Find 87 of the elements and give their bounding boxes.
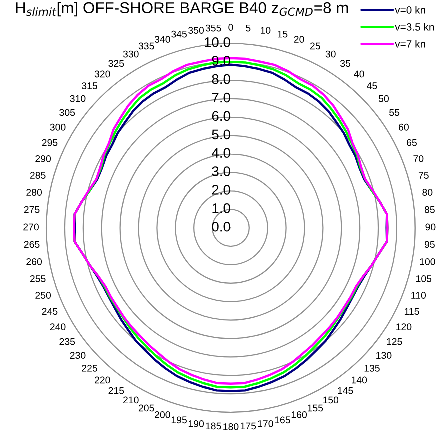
spoke-label: 75 (418, 172, 429, 179)
spoke-label: 175 (241, 422, 256, 430)
spoke-label: 165 (275, 416, 290, 424)
spoke-label: 80 (422, 189, 433, 196)
spoke-label: 25 (310, 42, 320, 50)
y-tick-label: 1.0 (212, 204, 230, 214)
spoke-label: 315 (82, 82, 98, 90)
spoke-label: 50 (378, 95, 389, 102)
spoke-label: 5 (246, 24, 251, 32)
spoke-label: 255 (30, 275, 46, 282)
y-tick-label: 2.0 (212, 185, 230, 195)
spoke-label: 30 (326, 50, 336, 58)
legend-label: v=3.5 kn (395, 23, 434, 31)
y-tick-label: 9.0 (212, 56, 230, 66)
y-tick-label: 4.0 (212, 148, 230, 158)
spoke-label: 305 (60, 109, 76, 116)
y-tick-label: 3.0 (212, 166, 230, 176)
spoke-label: 325 (108, 60, 124, 68)
legend-label: v=0 kn (395, 6, 426, 14)
spoke-label: 185 (206, 422, 222, 430)
spoke-label: 85 (424, 206, 435, 214)
spoke-label: 0 (228, 24, 234, 31)
spoke-label: 140 (352, 376, 368, 384)
spoke-label: 45 (367, 82, 378, 90)
spoke-label: 320 (94, 70, 110, 78)
spoke-label: 310 (70, 95, 86, 102)
spoke-label: 340 (154, 36, 170, 44)
chart-title: H$_{slimit}$[m] OFF-SHORE BARGE B40 z$_{GCMD}$=8 m (16, 2, 348, 17)
spoke-label: 90 (426, 224, 436, 231)
spoke-label: 290 (36, 155, 52, 162)
spoke-label: 250 (36, 292, 52, 299)
spoke-label: 195 (172, 416, 187, 424)
spoke-label: 355 (206, 24, 222, 32)
spoke-label: 280 (26, 189, 42, 196)
spoke-label: 155 (308, 404, 324, 412)
spoke-label: 330 (123, 50, 139, 58)
spoke-label: 40 (354, 70, 364, 78)
spoke-label: 285 (30, 172, 46, 179)
y-tick-label: 0.0 (212, 222, 230, 232)
spoke-label: 265 (24, 241, 40, 248)
spoke-label: 235 (60, 338, 76, 346)
spoke-label: 240 (50, 324, 66, 331)
spoke-label: 260 (26, 258, 42, 266)
spoke-label: 10 (260, 27, 271, 34)
spoke-label: 105 (416, 275, 432, 282)
spoke-label: 350 (188, 27, 204, 34)
spoke-label: 20 (294, 36, 304, 44)
y-tick-label: 10.0 (205, 38, 230, 48)
spoke-label: 60 (399, 124, 409, 131)
spoke-label: 275 (24, 206, 40, 214)
spoke-label: 170 (258, 420, 274, 428)
spoke-label: 210 (123, 396, 139, 404)
spoke-label: 115 (404, 308, 420, 316)
spoke-label: 295 (42, 139, 58, 146)
spoke-label: 120 (396, 324, 412, 331)
spoke-label: 145 (338, 387, 354, 394)
spoke-label: 125 (387, 338, 402, 346)
spoke-label: 55 (390, 109, 400, 116)
y-tick-label: 5.0 (212, 130, 230, 140)
spoke-label: 300 (50, 124, 66, 131)
spoke-label: 100 (420, 258, 436, 266)
legend-label: v=7 kn (395, 40, 426, 48)
spoke-label: 110 (412, 292, 426, 299)
spoke-label: 225 (82, 365, 98, 372)
spoke-label: 190 (188, 420, 204, 428)
spoke-label: 245 (42, 308, 58, 316)
spoke-label: 215 (108, 387, 124, 394)
spoke-label: 200 (155, 411, 170, 418)
spoke-label: 35 (340, 60, 351, 68)
spoke-label: 180 (224, 424, 239, 430)
spoke-label: 150 (323, 396, 339, 404)
y-tick-label: 7.0 (212, 92, 230, 103)
spoke-label: 335 (138, 42, 154, 50)
spoke-label: 70 (414, 155, 424, 162)
spoke-label: 15 (278, 30, 288, 38)
y-tick-label: 6.0 (212, 111, 230, 122)
spoke-label: 230 (70, 352, 86, 360)
spoke-label: 135 (364, 365, 380, 372)
spoke-label: 345 (172, 30, 187, 38)
spoke-label: 160 (292, 411, 308, 418)
spoke-label: 270 (24, 224, 39, 231)
spoke-label: 130 (376, 352, 392, 360)
spoke-label: 65 (407, 139, 417, 146)
spoke-label: 220 (94, 376, 110, 384)
spoke-label: 95 (424, 241, 435, 248)
spoke-label: 205 (138, 404, 154, 412)
y-tick-label: 8.0 (212, 74, 230, 84)
